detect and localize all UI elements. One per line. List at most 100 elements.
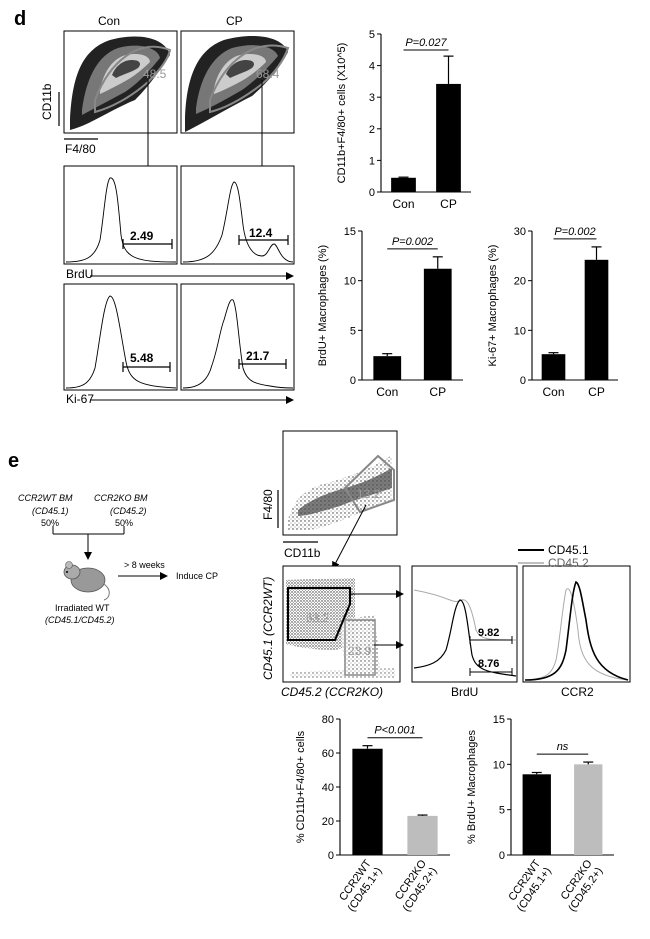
brdu-overlay-axis-label: BrdU [451, 685, 479, 699]
brdu-overlay-histogram [411, 565, 518, 683]
chart-0-tick-label: 5 [369, 29, 375, 41]
gate-value-ko: 23.9 [348, 644, 372, 658]
chart-1-y-label: BrdU+ Macrophages (%) [317, 245, 329, 366]
chart-3-tick-label: 20 [322, 816, 334, 828]
chart-1-significance-label: P=0.002 [392, 236, 433, 248]
chart-4-tick-label: 0 [499, 850, 505, 862]
gate-value-cp: 68.4 [256, 67, 280, 81]
chart-0-tick-label: 2 [369, 124, 375, 136]
ccr2-overlay-axis-label: CCR2 [561, 685, 594, 699]
ki67-histogram-con [63, 283, 178, 391]
dot-plot-f480-cd11b [277, 430, 398, 570]
ki67-value-cp: 21.7 [246, 349, 270, 363]
chart-0-tick-label: 3 [369, 92, 375, 104]
histogram-legend [518, 549, 544, 564]
chart-1-bar [373, 356, 402, 380]
chart-0-y-label: CD11b+F4/80+ cells (X10^5) [336, 43, 348, 184]
mid-plot-x-label: CD45.2 (CCR2KO) [281, 685, 384, 699]
chart-4-category-label: CCR2WT(CD45.1+) [504, 858, 554, 914]
ki67-histogram-cp [180, 283, 295, 391]
chart-4-tick-label: 15 [493, 714, 505, 726]
top-plot-y-label: F4/80 [261, 489, 275, 520]
mouse-icon [63, 561, 110, 601]
legend-cd45-2: CD45.2 [548, 556, 589, 570]
chart-2-tick-label: 30 [514, 226, 526, 238]
donor-ko-percent: 50% [115, 518, 134, 528]
chart-3-tick-label: 0 [328, 850, 334, 862]
chart-3-tick-label: 80 [322, 714, 334, 726]
donor-wt-marker: (CD45.1) [32, 506, 69, 516]
chart-0-bar [436, 83, 461, 192]
chart-3-significance-label: P<0.001 [374, 725, 415, 737]
legend-cd45-1: CD45.1 [548, 543, 589, 557]
brdu-histogram-cp [180, 165, 295, 265]
chart-3-tick-label: 40 [322, 782, 334, 794]
top-plot-x-label: CD11b [284, 546, 321, 560]
dot-plot-cd45 [282, 565, 404, 683]
chart-2-bar [584, 259, 609, 380]
chart-3-bar [407, 815, 438, 855]
chart-1-tick-label: 15 [344, 226, 356, 238]
chart-0-tick-label: 0 [369, 187, 375, 199]
chart-3-category-label: CCR2WT(CD45.1+) [335, 858, 385, 914]
chart-3-category-label: CCR2KO(CD45.2+) [390, 857, 440, 914]
gate-value-wt: 63.2 [306, 611, 330, 625]
chart-4-category-label: CCR2KO(CD45.2+) [556, 857, 606, 914]
ki67-value-con: 5.48 [130, 351, 154, 365]
chart-2-category-label: Con [542, 385, 564, 399]
donor-ko-label: CCR2KO BM [94, 493, 148, 503]
chart-2-y-label: Ki-67+ Macrophages (%) [487, 245, 499, 367]
chart-1-tick-label: 0 [350, 375, 356, 387]
chart-4-tick-label: 5 [499, 805, 505, 817]
ccr2-overlay-histogram [522, 565, 631, 683]
chart-0-category-label: CP [440, 197, 457, 211]
chart-4-y-label: % BrdU+ Macrophages [466, 729, 478, 844]
brdu-axis-label: BrdU [66, 267, 94, 281]
chart-4-tick-label: 10 [493, 759, 505, 771]
gate-value-con: 48.5 [143, 67, 167, 81]
column-label-cp: CP [226, 14, 243, 28]
brdu-value-con: 2.49 [130, 229, 154, 243]
chart-0-bar [391, 177, 416, 192]
chart-4-significance-label: ns [557, 741, 569, 753]
mid-plot-y-label: CD45.1 (CCR2WT) [261, 576, 275, 680]
chart-4-bar [574, 764, 603, 855]
panel-label-d: d [14, 8, 27, 30]
weeks-label: > 8 weeks [124, 560, 165, 570]
panel-label-e: e [8, 450, 20, 472]
recipient-marker: (CD45.1/CD45.2) [45, 615, 115, 625]
chart-4-bar [522, 774, 551, 855]
contour-plot-con [63, 30, 178, 134]
cd11b-axis-label: CD11b [40, 83, 54, 120]
chart-2-tick-label: 20 [514, 276, 526, 288]
brdu-histogram-con [63, 165, 178, 265]
chart-1-tick-label: 10 [344, 276, 356, 288]
donor-ko-marker: (CD45.2) [110, 506, 147, 516]
chart-2-significance-label: P=0.002 [554, 226, 595, 238]
chart-1-category-label: Con [376, 385, 398, 399]
f480-axis-label: F4/80 [65, 142, 96, 156]
ki67-axis-label: Ki-67 [66, 392, 95, 406]
chart-2-tick-label: 10 [514, 325, 526, 337]
top-gate-value: 13.2 [357, 487, 381, 501]
chart-0-significance-label: P=0.027 [405, 37, 447, 49]
chart-2-bar [541, 354, 566, 380]
chart-1-bar [423, 268, 452, 380]
brdu-overlay-value-1: 9.82 [478, 627, 500, 639]
chart-3-bar [352, 748, 383, 855]
chart-1-tick-label: 5 [350, 325, 356, 337]
chart-0-category-label: Con [392, 197, 414, 211]
chart-3-tick-label: 60 [322, 748, 334, 760]
brdu-value-cp: 12.4 [249, 226, 273, 240]
transplant-schematic [52, 526, 168, 580]
chart-2-category-label: CP [588, 385, 605, 399]
contour-plot-cp [180, 30, 295, 134]
column-label-con: Con [98, 14, 121, 28]
chart-0-tick-label: 1 [369, 155, 375, 167]
recipient-label: Irradiated WT [55, 603, 110, 613]
chart-3-y-label: % CD11b+F4/80+ cells [295, 730, 307, 843]
donor-wt-label: CCR2WT BM [18, 493, 73, 503]
donor-wt-percent: 50% [41, 518, 60, 528]
